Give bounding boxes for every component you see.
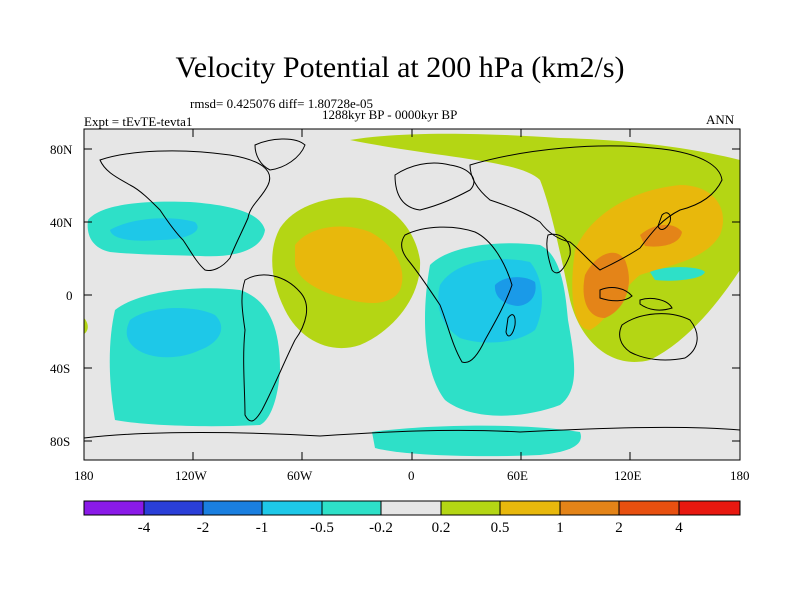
colorbar-label: -1: [255, 520, 269, 536]
colorbar-label: -2: [196, 520, 210, 536]
contour-region-negative-medium: [126, 308, 222, 358]
longitude-ticks: [192, 129, 631, 460]
contour-region-negative: [372, 425, 581, 457]
lon-label: 0: [408, 468, 415, 483]
colorbar-swatch: [440, 500, 501, 516]
experiment-label: Expt = tEvTE-tevta1: [84, 114, 193, 129]
plot-title: Velocity Potential at 200 hPa (km2/s): [175, 51, 625, 84]
colorbar-swatch: [261, 500, 323, 516]
contour-region-positive: [84, 318, 88, 334]
lat-label: 40N: [50, 215, 73, 230]
colorbar-swatch: [618, 500, 680, 516]
season-label: ANN: [706, 112, 735, 127]
contour-region-positive: [350, 133, 740, 362]
colorbar-swatch: [499, 500, 561, 516]
contour-region-negative: [650, 267, 705, 281]
contour-field: [84, 129, 740, 460]
lat-label: 40S: [50, 361, 71, 376]
colorbar-swatch: [83, 500, 145, 516]
contour-region-positive-strong: [583, 252, 629, 318]
latitude-ticks: [84, 148, 740, 442]
lon-label: 180: [730, 468, 750, 483]
lon-label: 120W: [175, 468, 207, 483]
lat-label: 80S: [50, 434, 71, 449]
contour-region-negative: [109, 288, 280, 427]
colorbar-label: -0.5: [310, 520, 334, 536]
colorbar: [83, 500, 741, 516]
colorbar-label: 2: [615, 520, 623, 536]
lat-label: 80N: [50, 142, 73, 157]
colorbar-label: -0.2: [369, 520, 393, 536]
colorbar-swatch: [202, 500, 263, 516]
colorbar-swatch: [678, 500, 741, 516]
lon-label: 60W: [287, 468, 313, 483]
contour-region-negative-strong: [494, 277, 536, 306]
colorbar-label: 1: [556, 520, 564, 536]
colorbar-swatch: [321, 500, 382, 516]
colorbar-label: 0.5: [490, 520, 510, 536]
lat-label: 0: [66, 288, 73, 303]
colorbar-swatch: [559, 500, 620, 516]
coastlines: [84, 138, 740, 439]
colorbar-swatch: [143, 500, 204, 516]
lon-label: 180: [74, 468, 94, 483]
colorbar-label: 0.2: [431, 520, 451, 536]
period-text: 1288kyr BP - 0000kyr BP: [322, 107, 458, 122]
lon-label: 120E: [614, 468, 642, 483]
stats-text: rmsd= 0.425076 diff= 1.80728e-05: [190, 96, 374, 111]
colorbar-label: 4: [675, 520, 683, 536]
contour-region-positive-strong: [640, 224, 682, 247]
contour-region-positive-medium: [295, 226, 403, 303]
contour-region-negative-medium: [110, 218, 198, 241]
colorbar-swatch: [380, 500, 442, 516]
colorbar-label: -4: [137, 520, 151, 536]
lon-label: 60E: [507, 468, 528, 483]
